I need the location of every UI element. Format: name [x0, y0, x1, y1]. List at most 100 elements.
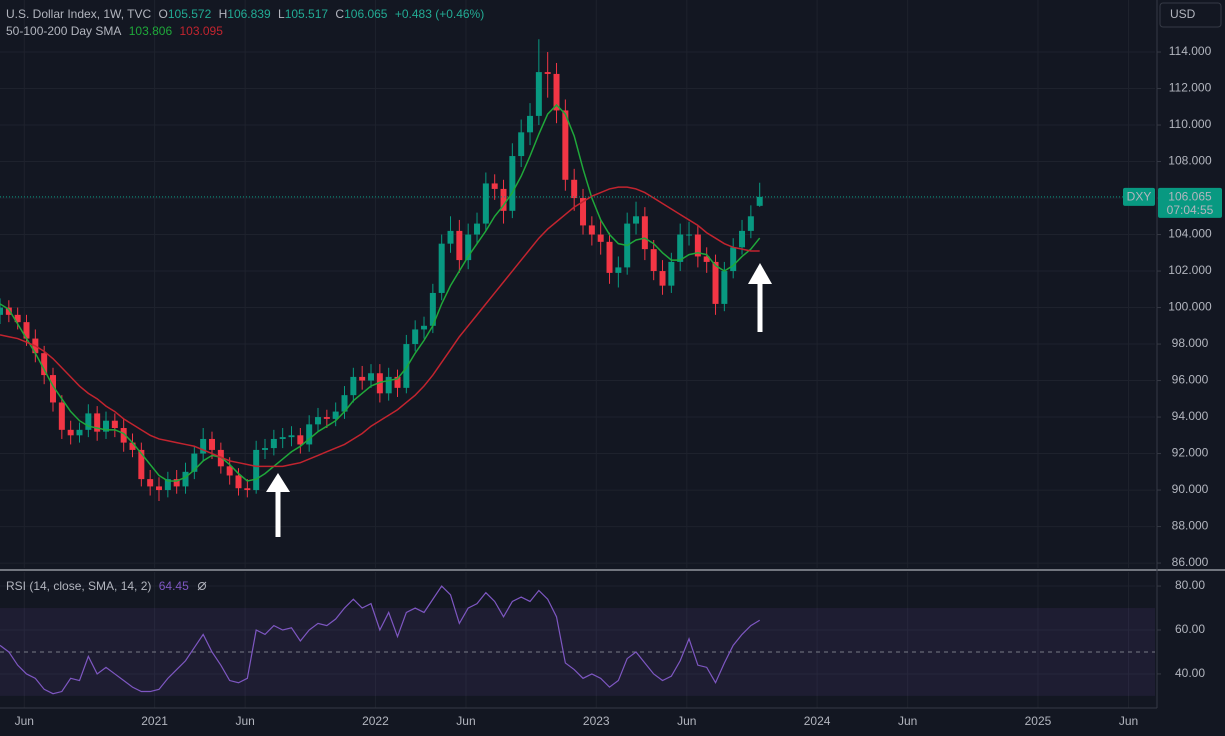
candle-body [659, 271, 666, 286]
y-tick-label: 90.000 [1172, 482, 1209, 496]
candle-body [597, 234, 604, 242]
x-tick-label: Jun [677, 714, 696, 728]
legend-rsi: RSI (14, close, SMA, 14, 2) 64.45 [6, 578, 193, 594]
candle-body [41, 353, 48, 376]
candle-body [509, 156, 516, 211]
y-tick-label: 108.000 [1168, 154, 1212, 168]
candle-body [306, 424, 313, 445]
x-tick-label: 2024 [804, 714, 831, 728]
candle-body [421, 325, 428, 330]
x-tick-label: 2025 [1025, 714, 1052, 728]
y-tick-label: 92.000 [1172, 446, 1209, 460]
candle-body [235, 475, 242, 489]
x-tick-label: 2023 [583, 714, 610, 728]
y-tick-label: 104.000 [1168, 227, 1212, 241]
change: +0.483 (+0.46%) [394, 7, 485, 21]
ohlc-key: C [335, 7, 345, 21]
candle-body [147, 479, 154, 487]
x-tick-label: Jun [1119, 714, 1138, 728]
sma-line [0, 186, 760, 468]
candle-body [156, 486, 163, 491]
candle-body [270, 438, 277, 449]
candle-body [465, 234, 472, 261]
currency-box[interactable] [1159, 2, 1222, 28]
rsi-value: 64.45 [158, 579, 189, 593]
x-tick-label: Jun [898, 714, 917, 728]
candle-body [394, 376, 401, 388]
arrow-head [266, 473, 290, 492]
candle-body [429, 292, 436, 326]
candle-body [712, 261, 719, 304]
candle-body [403, 344, 410, 388]
sma-value: 103.806 [128, 24, 173, 38]
y-tick-label: 112.000 [1169, 81, 1212, 95]
candle-body [615, 267, 622, 273]
ohlc-value: 106.839 [227, 7, 271, 21]
candle-body [0, 307, 3, 315]
candle-body [58, 402, 65, 430]
candle-body [368, 373, 375, 381]
candle-body [50, 375, 57, 403]
candle-body [138, 449, 145, 480]
y-tick-label: 94.000 [1172, 409, 1209, 423]
candle-body [438, 243, 445, 293]
price-tag-text: 106.065 [1168, 190, 1212, 204]
y-tick-label: 80.00 [1175, 578, 1205, 592]
x-tick-label: 2021 [141, 714, 168, 728]
candle-body [730, 247, 737, 272]
candle-body [315, 417, 322, 425]
candle-body [332, 411, 339, 419]
candle-body [474, 223, 481, 235]
rsi-line [0, 585, 761, 695]
candle-body [703, 256, 710, 262]
x-tick-label: Jun [456, 714, 475, 728]
candle-body [120, 428, 127, 443]
candle-body [94, 413, 101, 432]
symbol-tag-text: DXY [1127, 190, 1152, 204]
candle-body [606, 241, 613, 273]
candle-body [253, 449, 260, 491]
marks [0, 39, 1155, 695]
candle-body [191, 453, 198, 472]
x-tick-label: 2022 [362, 714, 389, 728]
candle-body [359, 376, 366, 381]
candle-body [376, 373, 383, 394]
y-tick-label: 40.00 [1175, 666, 1205, 680]
icon-slash [197, 581, 207, 591]
candle-body [721, 271, 728, 304]
ohlc-value: 105.572 [167, 7, 212, 21]
candle-body [641, 216, 648, 250]
price-tag [1158, 187, 1222, 218]
candle-body [111, 420, 118, 429]
grid [0, 0, 1155, 708]
candle-body [182, 471, 189, 487]
candle-body [482, 183, 489, 224]
candle-body [262, 448, 269, 450]
currency[interactable]: USD [1170, 7, 1196, 21]
visibility-icon[interactable] [197, 581, 207, 591]
candle-body [686, 234, 693, 236]
candle-body [650, 249, 657, 272]
candle-body [500, 188, 507, 211]
candle-body [164, 479, 171, 491]
candle-body [209, 438, 216, 450]
y-tick-label: 96.000 [1172, 373, 1209, 387]
candle-body [23, 322, 30, 339]
candle-body [341, 395, 348, 412]
indicator-title: 50-100-200 Day SMA [6, 24, 122, 38]
candle-body [129, 442, 136, 450]
candle-body [297, 435, 304, 445]
arrow-head [748, 263, 772, 284]
candle-body [544, 72, 551, 74]
icon-circle [198, 582, 206, 590]
candle-body [350, 376, 357, 396]
candle-body [76, 429, 83, 436]
candle-body [279, 437, 286, 439]
candle-body [412, 329, 419, 345]
y-tick-label: 88.000 [1172, 519, 1209, 533]
rsi-title: RSI (14, close, SMA, 14, 2) [6, 579, 152, 593]
countdown: 07:04:55 [1167, 203, 1214, 217]
candle-body [491, 183, 498, 189]
candle-body [5, 307, 12, 315]
